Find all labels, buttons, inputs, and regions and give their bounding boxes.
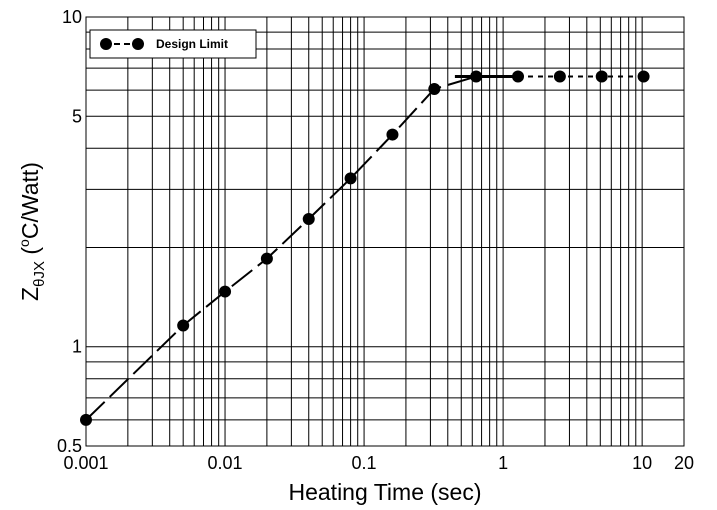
x-tick-label: 0.01 [208, 453, 243, 473]
data-point [553, 70, 566, 83]
x-tick-label: 0.001 [63, 453, 108, 473]
series-layer [80, 70, 650, 426]
x-tick-labels: 0.001 0.01 0.1 1 10 20 [63, 453, 694, 473]
y-axis-label-unit: C/Watt) [17, 162, 43, 239]
data-point [344, 172, 357, 185]
y-tick-labels: 0.5 1 5 10 [57, 7, 82, 456]
data-point [80, 413, 92, 426]
grid [85, 17, 685, 447]
legend-marker [100, 38, 112, 50]
y-axis-label-degree: o [16, 239, 32, 247]
data-point [260, 252, 273, 265]
data-point [302, 213, 315, 226]
legend-label: Design Limit [156, 37, 228, 51]
y-tick-label: 5 [72, 106, 82, 126]
legend: Design Limit [89, 29, 257, 59]
data-point [386, 128, 399, 141]
y-tick-label: 0.5 [57, 436, 82, 456]
data-point [428, 82, 441, 95]
y-tick-label: 1 [72, 337, 82, 357]
data-point [595, 70, 608, 83]
y-axis-label-main: Z [17, 287, 43, 301]
x-tick-label: 0.1 [352, 453, 377, 473]
series-line-rising [85, 75, 477, 421]
x-tick-label: 10 [632, 453, 652, 473]
data-point [470, 70, 483, 83]
data-point [637, 70, 650, 83]
plot-frame [85, 16, 685, 447]
data-point [219, 285, 232, 298]
data-point [512, 70, 525, 83]
x-tick-label: 20 [674, 453, 694, 473]
x-axis-label: Heating Time (sec) [288, 479, 481, 505]
y-axis-label-unit-open: ( [17, 247, 43, 261]
y-axis-label-subscript: θJX [31, 261, 48, 287]
y-axis-label: ZθJX (oC/Watt) [16, 162, 48, 301]
legend-marker [132, 38, 144, 50]
x-tick-label: 1 [498, 453, 508, 473]
data-point [177, 319, 190, 332]
y-tick-label: 10 [62, 7, 82, 27]
